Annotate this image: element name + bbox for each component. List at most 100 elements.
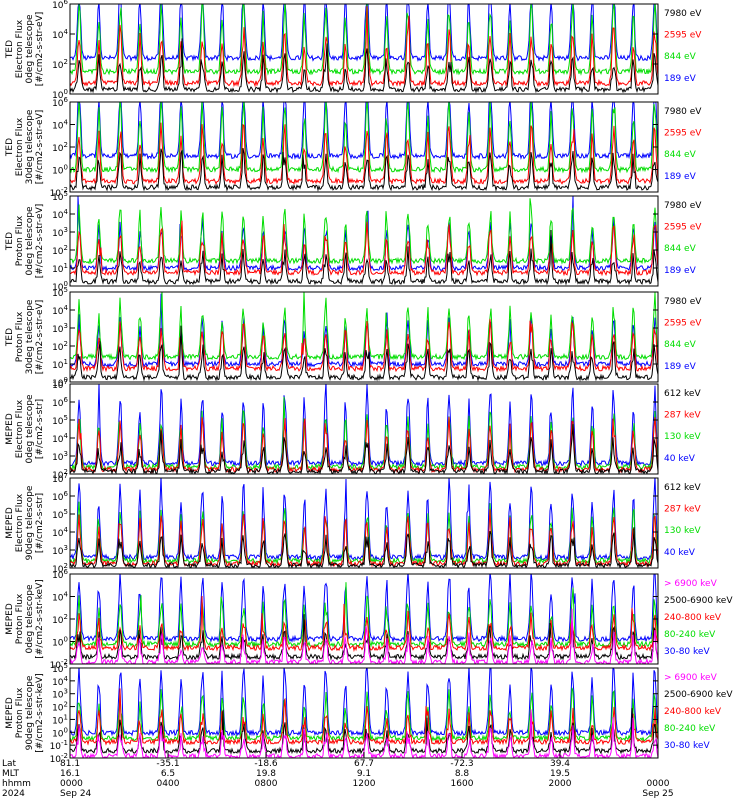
y-tick-label: 103 xyxy=(52,226,68,239)
y-tick-label: 102 xyxy=(52,141,68,154)
y-tick-label: 103 xyxy=(52,450,68,463)
x-tick-label: 2000 xyxy=(549,779,572,789)
y-axis-label: [#/cm2-s-str-eV] xyxy=(35,300,45,375)
y-axis-label: Proton Flux xyxy=(15,593,25,644)
legend-entry: 612 keV xyxy=(664,483,701,493)
series-line xyxy=(70,102,658,161)
legend-entry: > 6900 keV xyxy=(664,673,718,683)
x-tick-label: -72.3 xyxy=(450,759,473,769)
y-axis-label: [#/cm2-s-str-eV] xyxy=(35,12,45,87)
y-axis-label: [#/cm2-s-str-eV] xyxy=(35,204,45,279)
y-axis-label: Electron Flux xyxy=(15,493,25,552)
series-line xyxy=(70,6,658,88)
x-row-label: hhmm xyxy=(2,779,31,789)
series-line xyxy=(70,574,658,644)
x-row-label: Lat xyxy=(2,759,17,769)
series-line xyxy=(70,220,658,277)
y-axis-label: MEPED xyxy=(5,413,15,445)
series-line xyxy=(70,318,658,373)
plot-frame xyxy=(69,3,659,95)
y-axis-label: MEPED xyxy=(5,697,15,729)
y-tick-label: 10-1 xyxy=(50,739,68,752)
series-line xyxy=(70,595,658,653)
y-tick-label: 102 xyxy=(52,58,68,71)
y-tick-label: 104 xyxy=(52,119,68,132)
y-axis-label: Proton Flux xyxy=(15,687,25,738)
y-axis-label: TED xyxy=(5,232,15,251)
series-line xyxy=(70,668,658,737)
legend-entry: 287 keV xyxy=(664,505,701,515)
y-axis-label: 0deg telescope xyxy=(25,14,35,84)
y-axis-label: 90deg telescope xyxy=(25,485,35,560)
legend-entry: 7980 eV xyxy=(664,9,702,19)
legend-entry: 2595 eV xyxy=(664,129,702,139)
y-tick-label: 104 xyxy=(52,675,68,688)
x-row-label: MLT xyxy=(2,769,20,779)
y-axis-label: [#/cm2-s-str-eV] xyxy=(35,110,45,185)
legend-entry: 7980 eV xyxy=(664,201,702,211)
y-tick-label: 102 xyxy=(52,701,68,714)
legend-entry: 130 keV xyxy=(664,432,701,442)
x-tick-label: 0000 xyxy=(60,779,83,789)
y-tick-label: 105 xyxy=(52,508,68,521)
legend-entry: 2595 eV xyxy=(664,319,702,329)
x-tick-label: 0400 xyxy=(157,779,180,789)
y-axis-label: Electron Flux xyxy=(15,399,25,458)
legend-entry: 80-240 keV xyxy=(664,724,716,734)
y-axis-label: Proton Flux xyxy=(15,311,25,362)
y-tick-label: 104 xyxy=(52,591,68,604)
legend-entry: 189 eV xyxy=(664,266,697,276)
legend-entry: 40 keV xyxy=(664,454,696,464)
series-line xyxy=(70,687,658,743)
legend-entry: 2500-6900 keV xyxy=(664,690,733,700)
legend-entry: 2595 eV xyxy=(664,223,702,233)
legend-entry: 287 keV xyxy=(664,411,701,421)
legend-entry: 844 eV xyxy=(664,150,697,160)
x-tick-label: 19.8 xyxy=(256,769,276,779)
y-axis-label: 90deg telescope xyxy=(25,675,35,750)
series-line xyxy=(70,122,658,186)
plot-frame xyxy=(69,291,659,383)
legend-entry: 40 keV xyxy=(664,548,696,558)
y-axis-label: Electron Flux xyxy=(15,117,25,176)
legend-entry: 844 eV xyxy=(664,244,697,254)
series-line xyxy=(70,148,658,192)
x-tick-label: 9.1 xyxy=(357,769,371,779)
series-line xyxy=(70,102,658,174)
y-tick-label: 101 xyxy=(52,713,68,726)
series-line xyxy=(70,527,658,568)
y-axis-label: [#/cm2-s-str-keV] xyxy=(35,579,45,658)
plot-frame xyxy=(69,195,659,287)
y-tick-label: 103 xyxy=(52,688,68,701)
y-tick-label: 100 xyxy=(52,636,68,649)
y-axis-label: [#/cm2-s-str-keV] xyxy=(35,673,45,752)
series-line xyxy=(70,478,658,562)
y-tick-label: 100 xyxy=(52,164,68,177)
legend-entry: 80-240 keV xyxy=(664,630,716,640)
legend-entry: 189 eV xyxy=(664,172,697,182)
y-axis-label: 30deg telescope xyxy=(25,109,35,184)
legend-entry: 189 eV xyxy=(664,74,697,84)
x-tick-label: 67.7 xyxy=(354,759,374,769)
series-line xyxy=(70,293,658,369)
y-tick-label: 106 xyxy=(52,0,68,11)
x-tick-label: 1600 xyxy=(451,779,474,789)
y-axis-label: TED xyxy=(5,328,15,347)
series-line xyxy=(70,424,658,474)
y-tick-label: 103 xyxy=(52,322,68,335)
legend-entry: 2500-6900 keV xyxy=(664,596,733,606)
x-tick-label: -18.6 xyxy=(254,759,278,769)
plot-frame xyxy=(69,383,659,475)
y-tick-label: 100 xyxy=(52,726,68,739)
x-tick-label: Sep 25 xyxy=(642,789,673,799)
x-tick-label: 16.1 xyxy=(60,769,80,779)
y-axis-label: Electron Flux xyxy=(15,19,25,78)
legend-entry: 189 eV xyxy=(664,362,697,372)
